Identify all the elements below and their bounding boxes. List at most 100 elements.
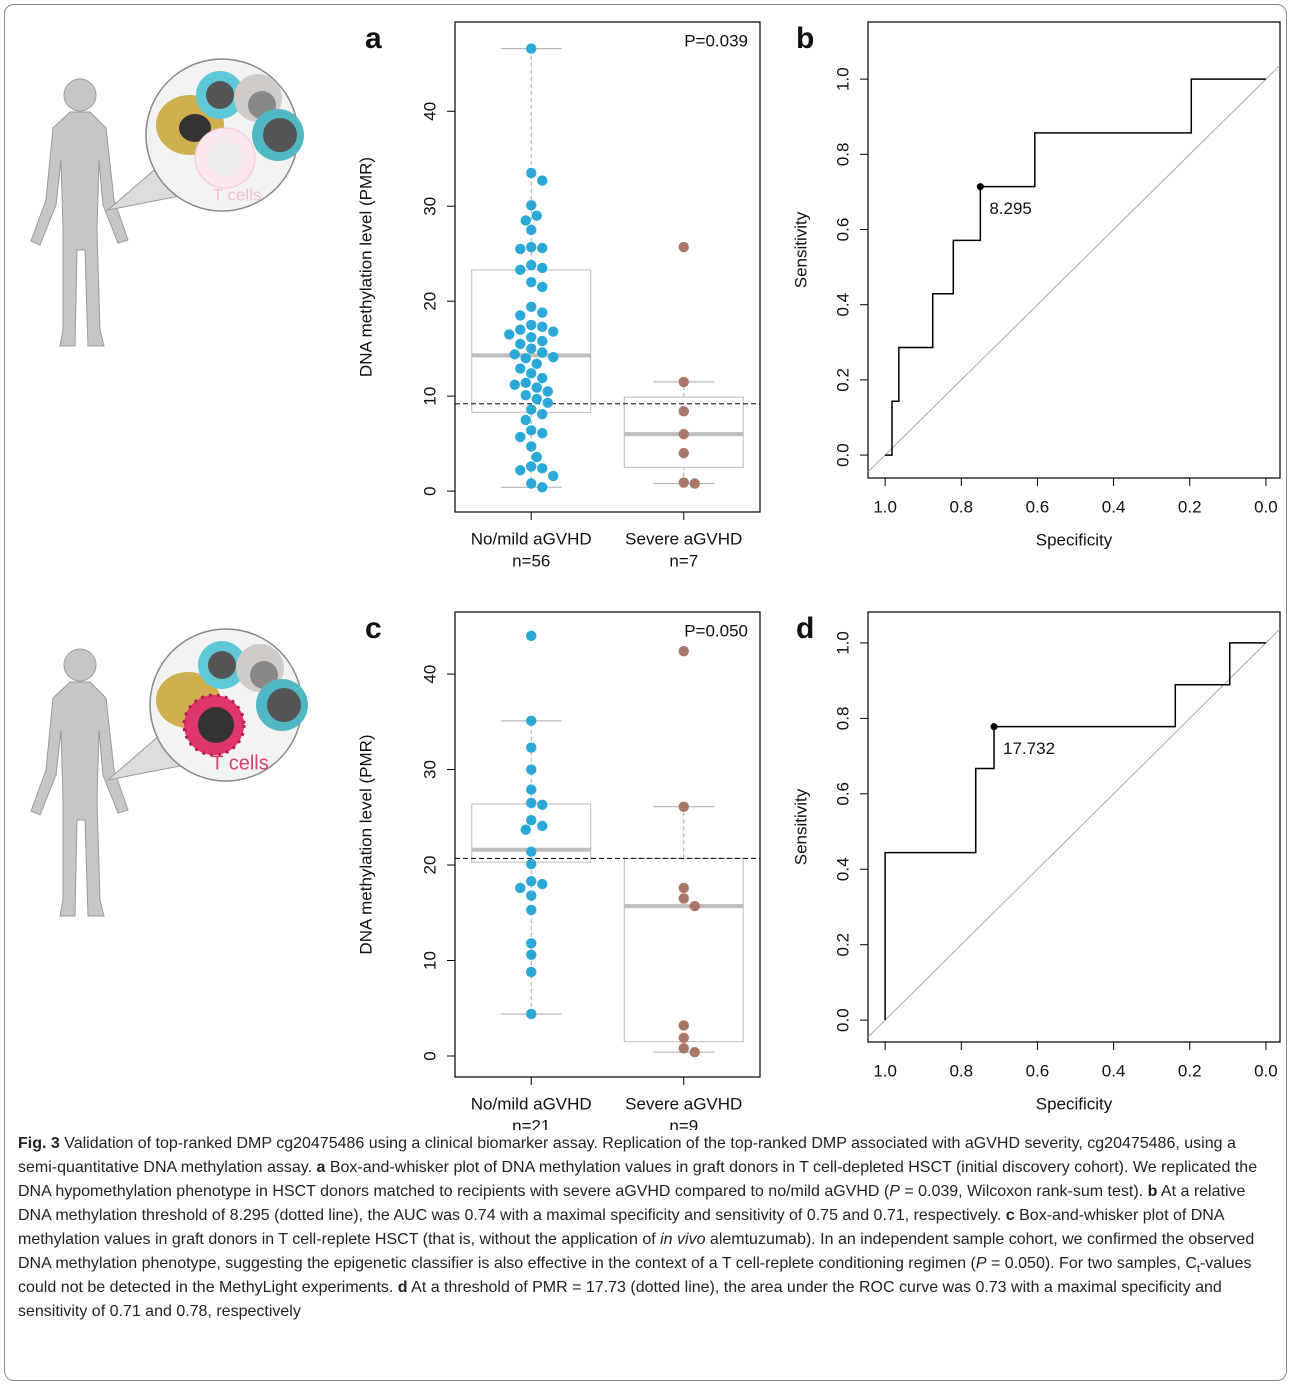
y-tick-label: 1.0 — [833, 631, 852, 655]
data-point — [531, 210, 542, 221]
plot-frame — [454, 611, 761, 1078]
plot-frame — [867, 611, 1281, 1043]
data-point — [526, 846, 537, 857]
reference-diagonal — [868, 628, 1280, 1038]
data-point — [531, 382, 542, 393]
x-axis-label: Specificity — [1036, 530, 1113, 549]
data-point — [526, 630, 537, 642]
caption-text: c — [1005, 1207, 1015, 1224]
data-point — [678, 893, 689, 904]
cutoff-label: 8.295 — [989, 199, 1032, 218]
y-tick-label: 10 — [420, 387, 439, 406]
data-point — [678, 882, 689, 894]
cell-nucleus — [198, 707, 234, 743]
data-point — [678, 801, 689, 812]
plot-frame — [867, 21, 1281, 479]
x-tick-label: 0.4 — [1102, 497, 1126, 516]
data-point — [548, 326, 559, 337]
data-point — [537, 878, 548, 890]
x-tick-label: 0.6 — [1026, 497, 1050, 516]
data-point — [537, 463, 548, 474]
data-point — [678, 241, 689, 253]
data-point — [678, 447, 689, 459]
cell-nucleus — [267, 688, 301, 722]
data-point — [526, 241, 537, 253]
reference-diagonal — [868, 64, 1280, 473]
data-point — [520, 414, 531, 426]
data-point — [526, 167, 537, 179]
y-tick-label: 30 — [420, 197, 439, 216]
y-tick-label: 0.8 — [833, 707, 852, 731]
data-point — [526, 1008, 537, 1020]
data-point — [526, 259, 537, 271]
figure: T cells T cells a DNA methylation level (… — [30, 21, 1281, 1130]
data-point — [537, 281, 548, 293]
y-tick-label: 1.0 — [833, 67, 852, 91]
data-point — [548, 352, 559, 363]
data-point — [515, 264, 526, 276]
x-tick-label: Severe aGVHD — [625, 529, 742, 548]
data-point — [526, 949, 537, 960]
data-point — [526, 425, 537, 436]
data-point — [526, 224, 537, 236]
y-tick-label: 0.6 — [833, 782, 852, 806]
x-tick-label: Severe aGVHD — [625, 1094, 742, 1113]
p-value: P=0.039 — [684, 31, 748, 50]
data-point — [537, 335, 548, 347]
x-tick-label: 0.8 — [949, 497, 973, 516]
x-tick-label: 0.0 — [1254, 1061, 1278, 1080]
t-cell-label: T cells — [213, 185, 262, 204]
person — [30, 648, 129, 917]
data-point — [515, 338, 526, 350]
data-point — [526, 764, 537, 775]
data-point — [531, 393, 542, 405]
data-point — [531, 358, 542, 370]
y-tick-label: 20 — [420, 856, 439, 875]
y-axis-label: DNA methylation level (PMR) — [356, 157, 375, 377]
y-tick-label: 0.0 — [833, 443, 852, 467]
group-count: n=7 — [669, 551, 698, 570]
data-point — [678, 477, 689, 488]
caption-text: alemtuzumab). In an independent sample c… — [18, 1231, 1255, 1272]
data-point — [537, 408, 548, 420]
data-point — [526, 43, 537, 54]
x-tick-label: No/mild aGVHD — [471, 529, 592, 548]
caption-text: P — [975, 1255, 987, 1272]
data-point — [526, 461, 537, 472]
x-tick-label: 0.2 — [1178, 1061, 1202, 1080]
data-point — [537, 175, 548, 186]
data-point — [520, 389, 531, 401]
data-point — [520, 377, 531, 389]
data-point — [526, 332, 537, 343]
cutoff-point — [976, 183, 984, 191]
caption-text: a — [316, 1159, 326, 1176]
data-point — [678, 1020, 689, 1031]
caption-text: Box-and-whisker plot of DNA methylation … — [18, 1159, 1258, 1200]
data-point — [537, 262, 548, 274]
cell-nucleus — [206, 81, 234, 109]
y-tick-label: 10 — [420, 951, 439, 970]
caption-text: P — [889, 1183, 900, 1200]
x-tick-label: 0.4 — [1102, 1061, 1126, 1080]
data-point — [515, 882, 526, 894]
t-cell-label: T cells — [211, 752, 268, 774]
plot-frame — [454, 21, 761, 513]
panel-label: b — [796, 22, 814, 55]
x-axis-label: Specificity — [1036, 1094, 1113, 1113]
data-point — [678, 428, 689, 440]
data-point — [537, 427, 548, 439]
x-tick-label: 0.8 — [949, 1061, 973, 1080]
data-point — [526, 966, 537, 978]
y-tick-label: 0.2 — [833, 368, 852, 392]
figure-caption: Fig. 3 Validation of top-ranked DMP cg20… — [18, 1132, 1276, 1324]
data-point — [542, 386, 553, 397]
p-value: P=0.050 — [684, 621, 748, 640]
caption-text: d — [397, 1279, 408, 1296]
data-point — [515, 243, 526, 255]
data-point — [531, 451, 542, 463]
data-point — [515, 324, 526, 335]
data-point — [526, 319, 537, 331]
data-point — [678, 1032, 689, 1044]
y-tick-label: 0.2 — [833, 933, 852, 957]
